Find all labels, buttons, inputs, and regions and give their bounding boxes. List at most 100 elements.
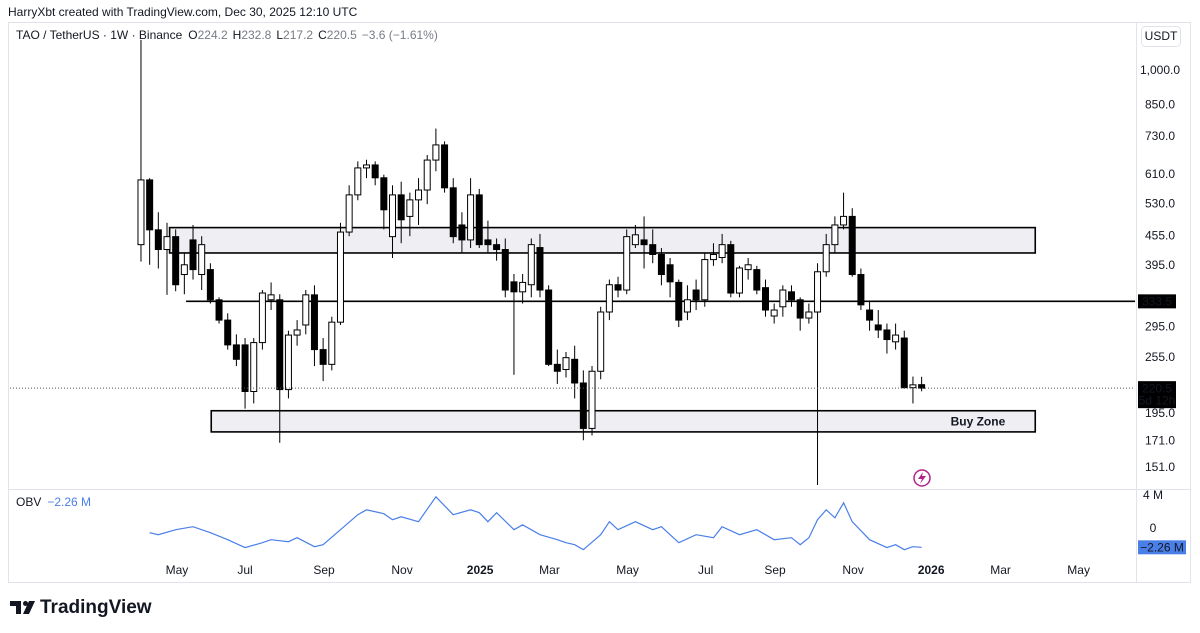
x-tick-label: Mar [539, 563, 560, 577]
candle-body [788, 291, 796, 301]
candle-body [822, 244, 830, 273]
x-tick-label: Mar [990, 563, 1011, 577]
candle-body [675, 281, 683, 321]
candle-body [649, 244, 657, 255]
symbol-legend: TAO / TetherUS · 1W · Binance O224.2 H232.… [16, 28, 438, 42]
candle-body [172, 236, 180, 286]
x-tick-label: Sep [764, 563, 786, 577]
candle-body [519, 281, 527, 293]
flash-icon[interactable] [913, 469, 931, 487]
logo-dot [23, 601, 28, 606]
candle-body [727, 244, 735, 294]
candle-body [458, 224, 466, 241]
candle-body [900, 337, 908, 389]
candle-body [753, 269, 761, 291]
candle-body [241, 344, 249, 393]
y-tick-label: 730.0 [1145, 129, 1175, 143]
candle-body [597, 311, 605, 372]
logo-t [10, 601, 21, 614]
candle-body [319, 349, 327, 365]
candle-body [796, 299, 804, 319]
candle-body [918, 384, 926, 389]
indicator-legend: OBV −2.26 M [16, 495, 91, 509]
candle-body [206, 269, 214, 301]
candle-body [640, 239, 648, 246]
candle-body [389, 194, 397, 238]
currency-badge[interactable] [1141, 26, 1181, 47]
price-badge [1138, 294, 1176, 309]
x-tick-label: 2025 [467, 563, 494, 577]
candle-body [692, 289, 700, 301]
candle-body [545, 289, 553, 365]
candle-body [735, 267, 743, 294]
obv-line [149, 495, 922, 551]
y-tick-label: 455.0 [1145, 228, 1175, 242]
candle-body [293, 329, 301, 336]
candle-body [432, 144, 440, 161]
flash-circle [913, 469, 931, 487]
candle-body [336, 231, 344, 323]
ohlc-label: C [318, 28, 327, 42]
y-tick-label: 171.0 [1145, 434, 1175, 448]
x-tick-label: May [1067, 563, 1090, 577]
y-tick-label: 850.0 [1145, 97, 1175, 111]
candle-body [354, 167, 362, 196]
candle-body [588, 370, 596, 429]
ohlc-value: 232.8 [241, 28, 271, 42]
candle-body [328, 321, 336, 365]
last-price: 220.5 [1142, 381, 1172, 395]
candle-body [709, 253, 717, 261]
flash-bolt [918, 472, 926, 484]
candle-body [571, 358, 579, 384]
x-tick-label: May [616, 563, 639, 577]
candle-body [631, 234, 639, 246]
candle-body [701, 259, 709, 301]
obv-tick-label: 0 [1150, 521, 1157, 535]
candle-body [501, 249, 509, 291]
last-price-badge [1138, 381, 1176, 409]
candle-body [250, 342, 258, 393]
candle-body [553, 363, 561, 372]
candle-body [623, 236, 631, 291]
candle-body [657, 253, 665, 276]
candle-body [345, 194, 353, 233]
candle-body [467, 194, 475, 241]
candle-body [605, 284, 613, 313]
ohlc-value: 224.2 [198, 28, 228, 42]
candle-body [614, 284, 622, 291]
candle-body [406, 199, 414, 217]
candle-body [198, 244, 206, 276]
chart-frame [8, 22, 1191, 583]
y-tick-label: 255.0 [1145, 350, 1175, 364]
x-tick-label: Nov [842, 563, 863, 577]
candle-body [666, 264, 674, 283]
logo-v [23, 601, 35, 614]
candle-body [484, 239, 492, 246]
candle-body [562, 357, 570, 371]
ohlc-value: 217.2 [283, 28, 313, 42]
candle-body [779, 289, 787, 308]
y-tick-label: 610.0 [1145, 167, 1175, 181]
candle-body [744, 264, 752, 271]
candle-body [892, 334, 900, 343]
x-tick-label: Jul [698, 563, 713, 577]
ohlc-label: L [276, 28, 283, 42]
change: −3.6 (−1.61%) [362, 28, 438, 42]
candle-body [848, 215, 856, 276]
candle-body [397, 194, 405, 221]
y-tick-label: 530.0 [1145, 196, 1175, 210]
x-tick-label: Jul [237, 563, 252, 577]
obv-last-value: −2.26 M [1140, 540, 1184, 554]
candle-body [224, 319, 232, 346]
ohlc-label: O [188, 28, 197, 42]
attribution: HarryXbt created with TradingView.com, D… [8, 5, 358, 19]
candle-body [362, 164, 370, 169]
x-tick-label: 2026 [918, 563, 945, 577]
y-tick-label: 395.0 [1145, 258, 1175, 272]
candle-body [579, 382, 587, 429]
candle-body [683, 299, 691, 313]
candle-body [718, 244, 726, 259]
candle-body [146, 179, 154, 231]
